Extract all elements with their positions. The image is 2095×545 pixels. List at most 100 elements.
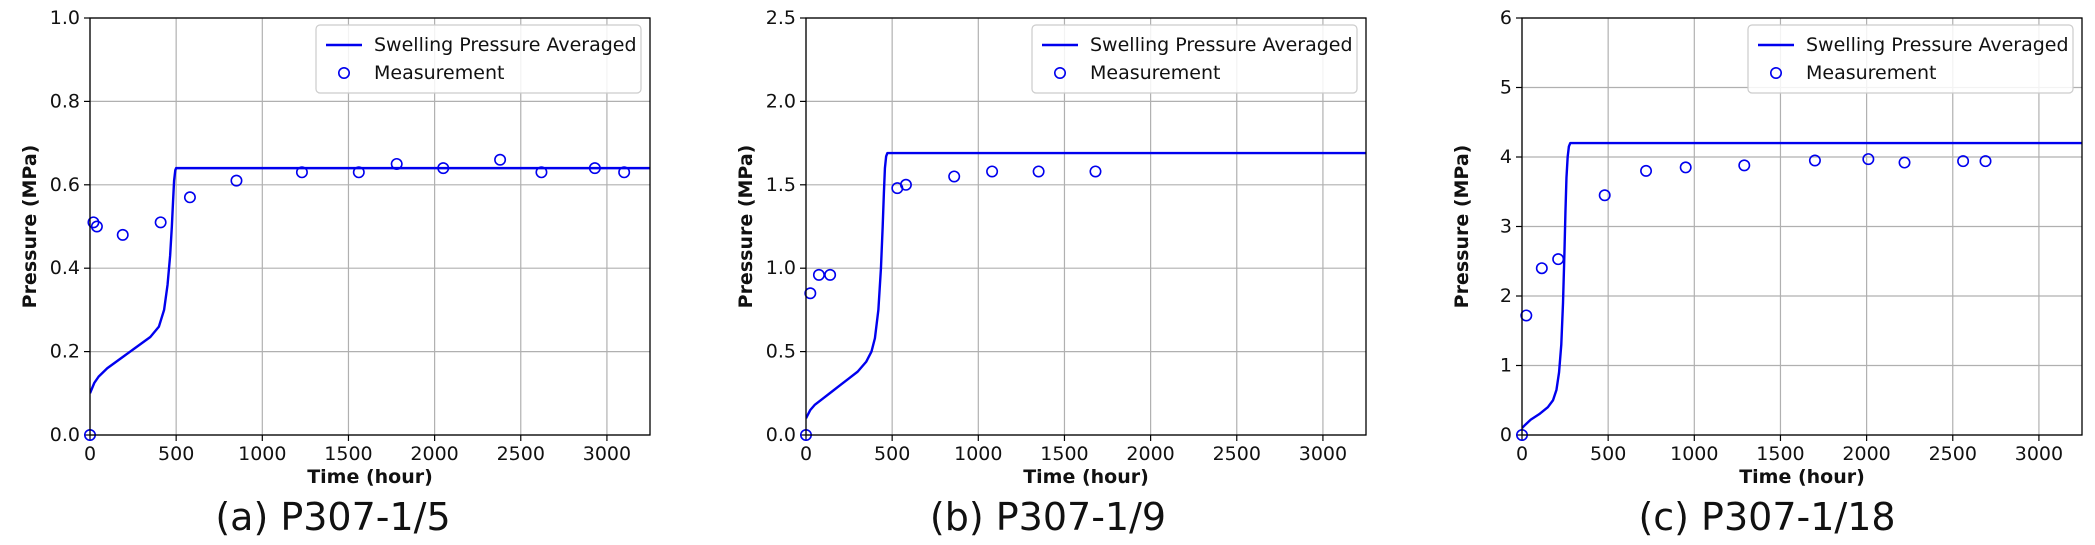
measurement-point [1089, 165, 1102, 178]
chart-panel-b: 0 500 1000 1500 2000 2500 3000 0.0 0.5 1.0 1.5 2.0 2… [735, 7, 1367, 488]
x-tick-label: 0 [800, 443, 812, 465]
y-tick-label: 5 [1500, 77, 1512, 99]
y-tick-label: 4 [1500, 146, 1512, 168]
measurement-point [824, 268, 837, 281]
measurement-point [986, 165, 999, 178]
y-tick-label: 0.8 [50, 90, 80, 112]
x-axis-label: Time (hour) [1023, 466, 1149, 488]
legend-box [1747, 24, 2074, 94]
legend-entry-markers: Measurement [374, 62, 504, 84]
x-tick-label: 3000 [583, 443, 631, 465]
y-tick-label: 1.0 [766, 257, 796, 279]
measurement-point [1535, 262, 1548, 275]
legend-box [315, 24, 642, 94]
legend-box [1031, 24, 1358, 94]
measurement-point [1979, 155, 1992, 168]
plot-data-area [90, 166, 650, 394]
measurement-point [90, 220, 103, 233]
measurement-point [1640, 164, 1653, 177]
y-axis-label: Pressure (MPa) [19, 145, 41, 309]
measurement-point [535, 166, 548, 179]
x-tick-label: 500 [1590, 443, 1626, 465]
measurement-point [230, 174, 243, 187]
legend-marker-swatch [1770, 67, 1783, 80]
y-tick-label: 0 [1500, 424, 1512, 446]
y-axis-label: Pressure (MPa) [1451, 145, 1473, 309]
legend-entry-markers: Measurement [1806, 62, 1936, 84]
measurement-point [812, 268, 825, 281]
legend-entry-line: Swelling Pressure Averaged [374, 34, 637, 56]
measurement-point [116, 228, 129, 241]
x-tick-label: 1000 [1670, 443, 1718, 465]
measurement-point [618, 166, 631, 179]
y-tick-label: 3 [1500, 216, 1512, 238]
legend-marker-swatch [337, 67, 350, 80]
x-tick-label: 0 [1516, 443, 1528, 465]
measurement-point [1032, 165, 1045, 178]
measurement-point [1738, 159, 1751, 172]
y-axis-label: Pressure (MPa) [735, 145, 757, 309]
measurement-point [494, 153, 507, 166]
chart-panel-a: 0 500 1000 1500 2000 2500 3000 0.0 0.2 0.4 0.6 0.8 1… [19, 7, 651, 488]
plot-data-area [1522, 141, 2082, 429]
measurement-point [1957, 155, 1970, 168]
measurement-point [183, 191, 196, 204]
legend: Swelling Pressure Averaged Measurement [315, 24, 642, 94]
measurement-point [1862, 153, 1875, 166]
x-tick-label: 500 [158, 443, 194, 465]
y-tick-label: 0.0 [766, 424, 796, 446]
y-tick-label: 1 [1500, 355, 1512, 377]
x-axis-label: Time (hour) [307, 466, 433, 488]
x-tick-label: 500 [874, 443, 910, 465]
y-tick-label: 1.0 [50, 7, 80, 29]
legend-entry-line: Swelling Pressure Averaged [1806, 34, 2069, 56]
measurement-point [295, 166, 308, 179]
y-tick-label: 2 [1500, 285, 1512, 307]
y-tick-label: 2.0 [766, 90, 796, 112]
legend: Swelling Pressure Averaged Measurement [1031, 24, 1358, 94]
x-tick-label: 0 [84, 443, 96, 465]
measurement-point [352, 166, 365, 179]
plot-data-area [806, 151, 1366, 419]
caption-panel-a: (a) P307-1/5 [215, 495, 451, 539]
measurement-point [1898, 156, 1911, 169]
y-tick-label: 6 [1500, 7, 1512, 29]
legend: Swelling Pressure Averaged Measurement [1747, 24, 2074, 94]
x-tick-label: 1000 [238, 443, 286, 465]
x-tick-label: 2500 [1213, 443, 1261, 465]
x-tick-label: 2000 [410, 443, 458, 465]
y-tick-label: 2.5 [766, 7, 796, 29]
plot-frame [1521, 17, 2083, 436]
measurement-point [1808, 154, 1821, 167]
caption-panel-b: (b) P307-1/9 [929, 495, 1167, 539]
legend-entry-markers: Measurement [1090, 62, 1220, 84]
y-tick-label: 0.0 [50, 424, 80, 446]
measurement-point [437, 162, 450, 175]
y-tick-label: 0.5 [766, 341, 796, 363]
x-axis-label: Time (hour) [1739, 466, 1865, 488]
x-tick-label: 2000 [1126, 443, 1174, 465]
measurement-point [1552, 253, 1565, 266]
measurement-point [1520, 309, 1533, 322]
plot-frame [89, 17, 651, 436]
measurement-point [948, 170, 961, 183]
y-tick-label: 0.6 [50, 174, 80, 196]
measurement-point [1598, 189, 1611, 202]
measurement-point [899, 178, 912, 191]
series-line-swelling-pressure [806, 151, 1366, 419]
measurement-point [154, 216, 167, 229]
series-line-swelling-pressure [1522, 141, 2082, 429]
legend-marker-swatch [1054, 67, 1067, 80]
y-tick-label: 0.4 [50, 257, 80, 279]
x-tick-label: 1500 [324, 443, 372, 465]
x-tick-label: 2500 [1929, 443, 1977, 465]
x-tick-label: 1500 [1040, 443, 1088, 465]
measurement-point [1679, 161, 1692, 174]
chart-panel-c: 0 500 1000 1500 2000 2500 3000 0 1 2 3 4 5 6 Time (hou… [1451, 7, 2083, 488]
x-tick-label: 2000 [1842, 443, 1890, 465]
y-tick-label: 1.5 [766, 174, 796, 196]
x-tick-label: 2500 [497, 443, 545, 465]
caption-panel-c: (c) P307-1/18 [1638, 495, 1896, 539]
x-tick-label: 1000 [954, 443, 1002, 465]
